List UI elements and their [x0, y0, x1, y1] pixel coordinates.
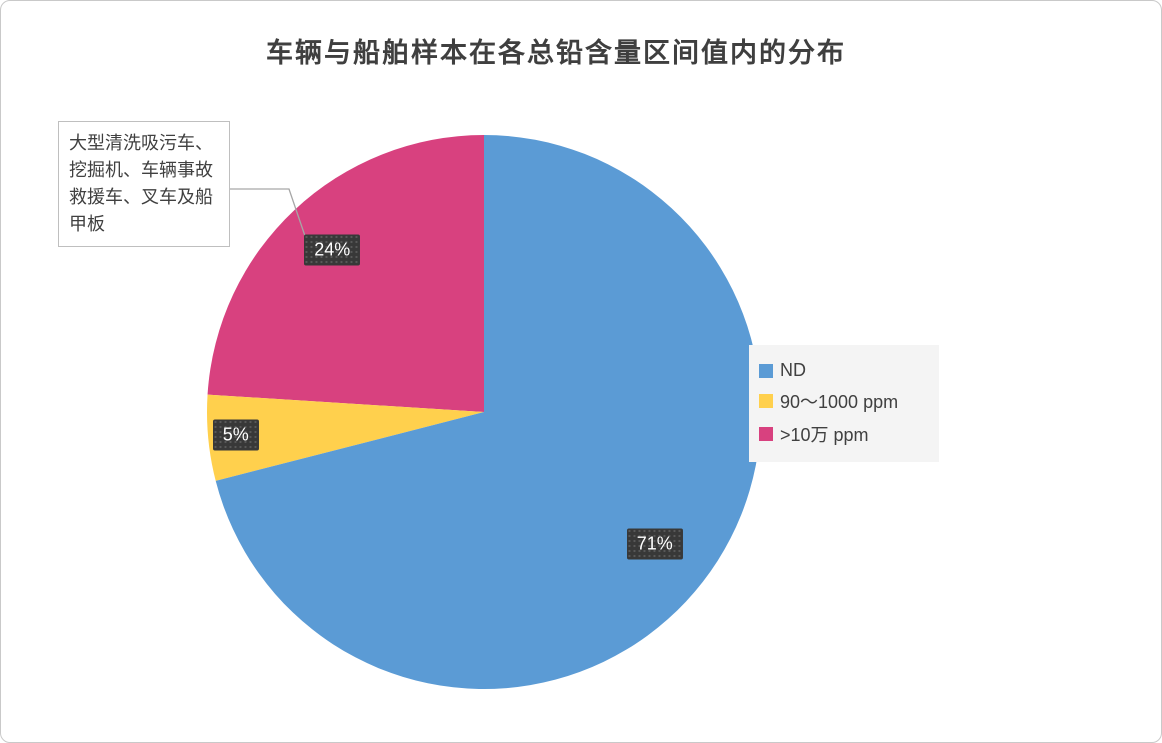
legend-item-nd: ND: [759, 360, 929, 381]
legend-label-nd: ND: [780, 360, 806, 380]
legend-item-gt-100000ppm: >10万 ppm: [759, 421, 929, 447]
pie-slice-gt-100000ppm: [207, 135, 485, 412]
annotation-leader-line: [230, 188, 306, 237]
legend-swatch-nd: [759, 363, 773, 378]
legend-label-90-1000ppm: 90～1000 ppm: [780, 392, 899, 412]
chart-title: 车辆与船舶样本在各总铅含量区间值内的分布: [266, 38, 846, 68]
legend: ND 90～1000 ppm >10万 ppm: [749, 345, 939, 462]
annotation-callout: 大型清洗吸污车、挖掘机、车辆事故救援车、叉车及船甲板: [58, 121, 230, 247]
annotation-text: 大型清洗吸污车、挖掘机、车辆事故救援车、叉车及船甲板: [69, 133, 213, 234]
legend-label-gt-100000ppm: >10万 ppm: [780, 425, 869, 445]
legend-item-90-1000ppm: 90～1000 ppm: [759, 388, 929, 414]
pie-slice-nd: [215, 135, 761, 689]
pie-slice-90-1000ppm: [207, 394, 484, 481]
legend-swatch-90-1000ppm: [759, 394, 773, 408]
legend-swatch-gt-100000ppm: [759, 427, 773, 441]
